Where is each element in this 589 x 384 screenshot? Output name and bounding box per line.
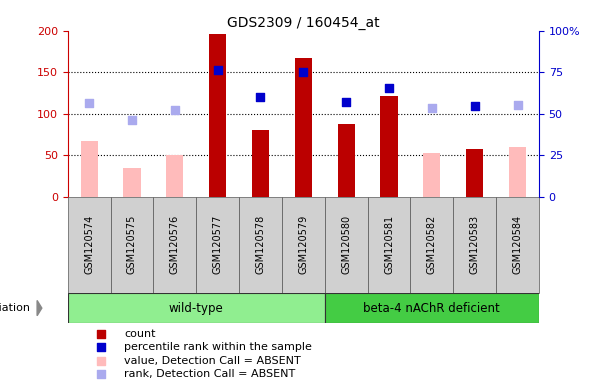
Point: [299, 69, 308, 75]
Text: GSM120574: GSM120574: [84, 215, 94, 275]
Bar: [509, 147, 526, 197]
Point: [96, 331, 105, 337]
Text: GSM120583: GSM120583: [469, 215, 479, 274]
Bar: [368, 197, 411, 293]
Bar: [282, 197, 325, 293]
Bar: [239, 197, 282, 293]
Bar: [454, 197, 496, 293]
Text: rank, Detection Call = ABSENT: rank, Detection Call = ABSENT: [124, 369, 296, 379]
Bar: [81, 141, 98, 197]
Bar: [423, 153, 441, 197]
Bar: [411, 197, 454, 293]
Text: GSM120582: GSM120582: [427, 215, 437, 275]
Bar: [325, 293, 539, 323]
Point: [342, 99, 351, 105]
Point: [96, 344, 105, 350]
Text: value, Detection Call = ABSENT: value, Detection Call = ABSENT: [124, 356, 301, 366]
Bar: [337, 124, 355, 197]
Text: GSM120580: GSM120580: [341, 215, 351, 274]
Point: [170, 106, 180, 113]
Text: GSM120581: GSM120581: [384, 215, 394, 274]
Bar: [68, 197, 111, 293]
Point: [96, 358, 105, 364]
Polygon shape: [37, 300, 42, 316]
Bar: [294, 58, 312, 197]
Text: genotype/variation: genotype/variation: [0, 303, 30, 313]
Text: wild-type: wild-type: [169, 301, 224, 314]
Text: percentile rank within the sample: percentile rank within the sample: [124, 342, 312, 352]
Text: beta-4 nAChR deficient: beta-4 nAChR deficient: [363, 301, 500, 314]
Bar: [496, 197, 539, 293]
Bar: [124, 168, 141, 197]
Text: GSM120579: GSM120579: [299, 215, 308, 275]
Bar: [196, 197, 239, 293]
Point: [84, 100, 94, 106]
Point: [384, 85, 393, 91]
Point: [513, 103, 522, 109]
Bar: [166, 155, 183, 197]
Title: GDS2309 / 160454_at: GDS2309 / 160454_at: [227, 16, 380, 30]
Point: [427, 105, 436, 111]
Bar: [153, 197, 196, 293]
Point: [213, 67, 223, 73]
Point: [127, 116, 137, 122]
Bar: [252, 130, 269, 197]
Point: [96, 371, 105, 377]
Bar: [380, 96, 398, 197]
Bar: [466, 149, 483, 197]
Text: GSM120575: GSM120575: [127, 215, 137, 275]
Bar: [68, 293, 325, 323]
Text: GSM120576: GSM120576: [170, 215, 180, 275]
Bar: [325, 197, 368, 293]
Text: GSM120577: GSM120577: [213, 215, 223, 275]
Point: [470, 103, 479, 109]
Text: GSM120584: GSM120584: [512, 215, 522, 274]
Bar: [111, 197, 153, 293]
Text: GSM120578: GSM120578: [256, 215, 266, 275]
Bar: [209, 34, 226, 197]
Point: [256, 94, 265, 100]
Text: count: count: [124, 329, 155, 339]
